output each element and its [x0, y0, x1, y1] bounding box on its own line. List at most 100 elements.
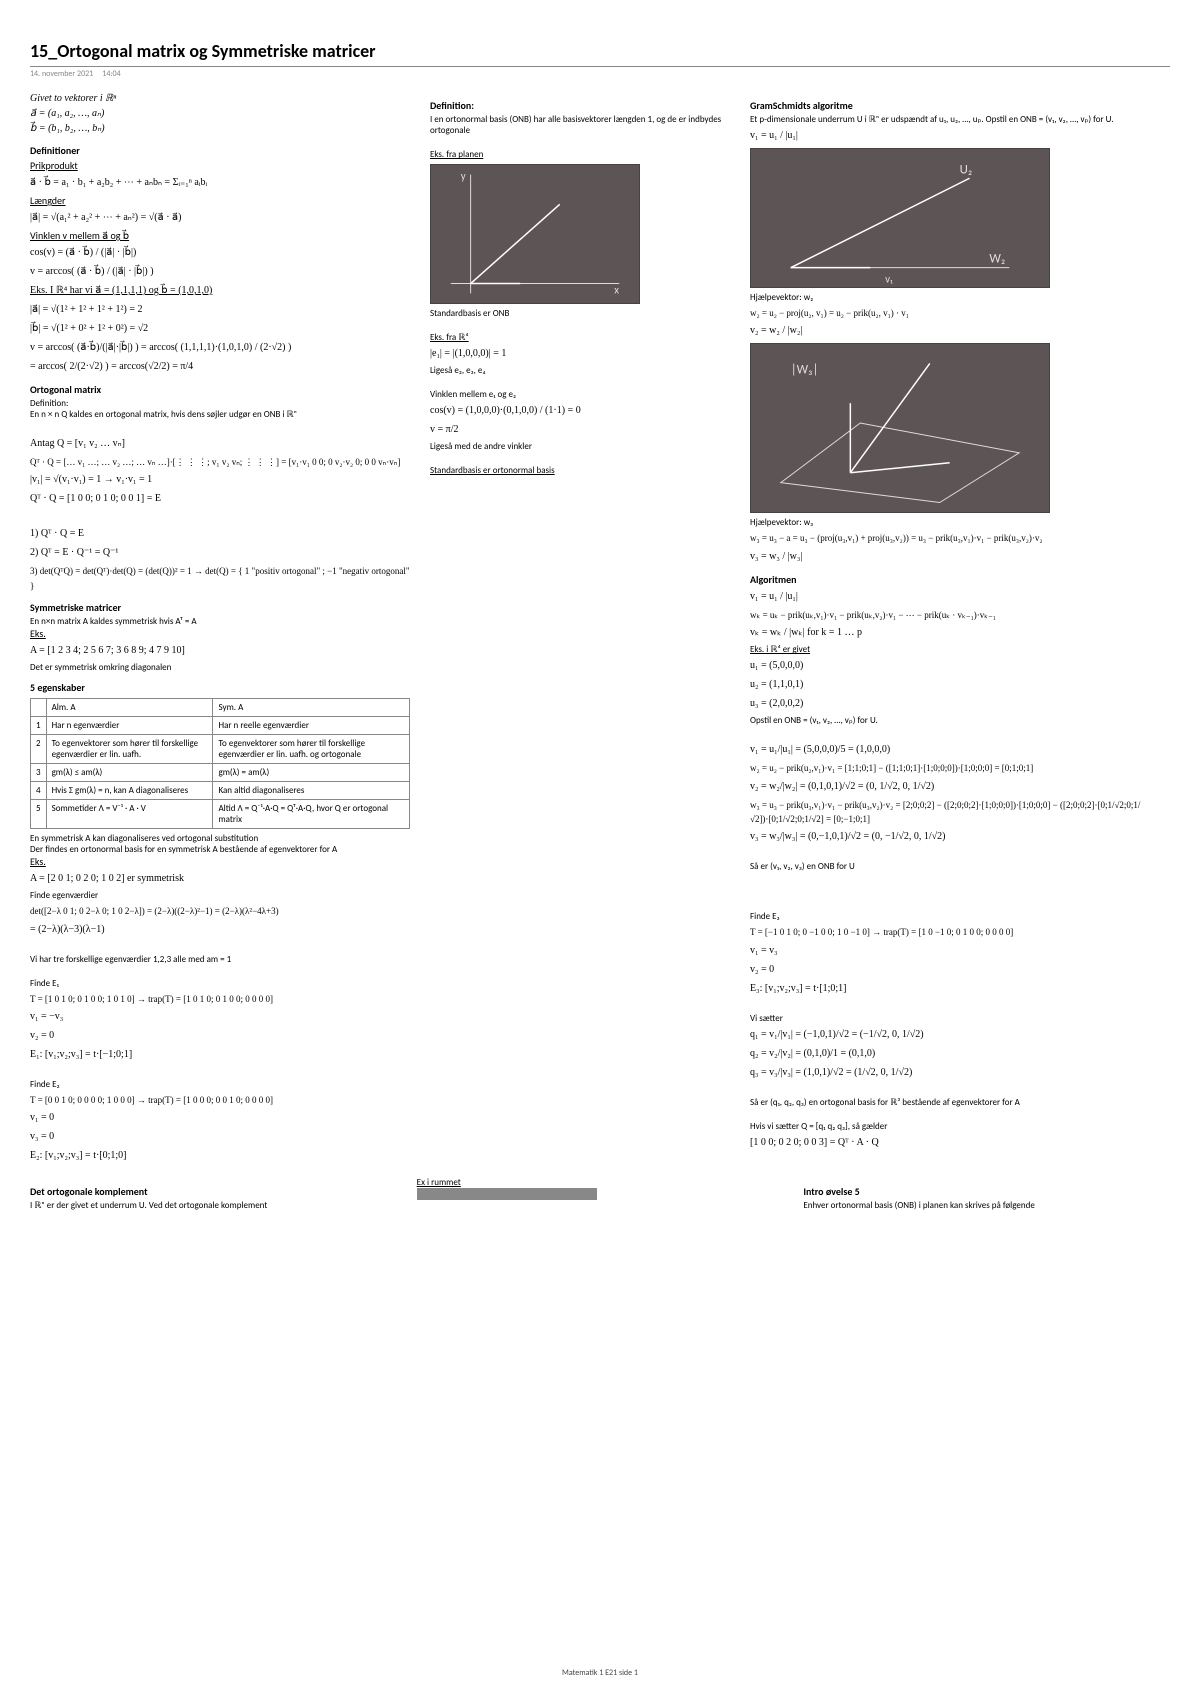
E2: E₂: [v₁;v₂;v₃] = t·[0;1;0] — [30, 1148, 410, 1164]
prop1: 1) Qᵀ · Q = E — [30, 526, 410, 542]
find-e2: Finde E₂ — [30, 1079, 410, 1090]
prop3: 3) det(QᵀQ) = det(Qᵀ)·det(Q) = (det(Q))²… — [30, 564, 410, 593]
w2: w₂ = u₂ − proj(u₂, v₁) = u₂ − prik(u₂, v… — [750, 306, 1150, 320]
eks-r4-h: Eks. i ℝ⁴ er givet — [750, 644, 1150, 655]
hj-w2: Hjælpevektor: w₂ — [750, 292, 1150, 303]
v3e2: v₃ = 0 — [30, 1129, 410, 1145]
find-e3: Finde E₃ — [750, 911, 1150, 922]
svg-text:W₂: W₂ — [989, 252, 1005, 267]
sym-sub: En symmetrisk A kan diagonaliseres ved o… — [30, 833, 410, 844]
intro5-h: Intro øvelse 5 — [803, 1185, 1170, 1198]
r5b: Altid Λ = Q⁻¹·A·Q = Qᵀ·A·Q, hvor Q er or… — [213, 800, 410, 829]
std-onb: Standardbasis er ONB — [430, 308, 730, 319]
svg-text:|W₃|: |W₃| — [791, 363, 819, 378]
cos-eq: cos(v) = (a⃗ · b⃗) / (|a⃗| · |b⃗|) — [30, 245, 410, 261]
orthogonal-matrix-header: Ortogonal matrix — [30, 383, 410, 396]
svg-text:x: x — [614, 283, 619, 296]
column-left: Givet to vektorer i ℝⁿ a⃗ = (a₁, a₂, …, … — [30, 91, 410, 1167]
alg-vk: vₖ = wₖ / |wₖ| for k = 1 … p — [750, 625, 1150, 641]
E3: E₃: [v₁;v₂;v₃] = t·[1;0;1] — [750, 981, 1150, 997]
orto-def-text: En n × n Q kaldes en ortogonal matrix, h… — [30, 409, 410, 420]
example-r4: Eks. I ℝ⁴ har vi a⃗ = (1,1,1,1) og b⃗ = … — [30, 283, 410, 299]
lengths-eq: |a⃗| = √(a₁² + a₂² + ⋯ + aₙ²) = √(a⃗ · a… — [30, 210, 410, 226]
vinklen2: Vinklen mellem e₁ og e₂ — [430, 389, 730, 400]
vec-b: b⃗ = (b₁, b₂, …, bₙ) — [30, 121, 410, 136]
lengths-label: Længder — [30, 194, 410, 207]
T3: T = [−1 0 1 0; 0 −1 0 0; 1 0 −1 0] → tra… — [750, 925, 1150, 939]
v1e3: v₁ = v₃ — [750, 943, 1150, 959]
v2: v₂ = w₂ / |w₂| — [750, 323, 1150, 339]
page-meta: 14. november 2021 14:04 — [30, 69, 1170, 79]
q1: q₁ = v₁/|v₁| = (−1,0,1)/√2 = (−1/√2, 0, … — [750, 1027, 1150, 1043]
content-columns: Givet to vektorer i ℝⁿ a⃗ = (a₁, a₂, …, … — [30, 91, 1170, 1167]
column-right: GramSchmidts algoritme Et p-dimensionale… — [750, 91, 1150, 1167]
hvis: Hvis vi sætter Q = [q₁ q₂ q₃], så gælder — [750, 1121, 1150, 1132]
alg-v1: v₁ = u₁ / |u₁| — [750, 589, 1150, 605]
cos2: cos(v) = (1,0,0,0)·(0,1,0,0) / (1·1) = 0 — [430, 403, 730, 419]
v2e3: v₂ = 0 — [750, 962, 1150, 978]
r1a: Har n egenværdier — [46, 717, 213, 735]
orto-komp-h: Det ortogonale komplement — [30, 1185, 397, 1198]
three-eigen: Vi har tre forskellige egenværdier 1,2,3… — [30, 954, 410, 965]
E1: E₁: [v₁;v₂;v₃] = t·[−1;0;1] — [30, 1047, 410, 1063]
matrix-a: A = [1 2 3 4; 2 5 6 7; 3 6 8 9; 4 7 9 10… — [30, 643, 410, 659]
qte: Qᵀ · Q = [1 0 0; 0 1 0; 0 0 1] = E — [30, 491, 410, 507]
norm-b: |b⃗| = √(1² + 0² + 1² + 0²) = √2 — [30, 321, 410, 337]
v1e2: v₁ = 0 — [30, 1110, 410, 1126]
th-sym: Sym. A — [213, 699, 410, 717]
assume-q: Antag Q = [v₁ v₂ … vₙ] — [30, 436, 410, 452]
sym-diag: Det er symmetrisk omkring diagonalen — [30, 662, 410, 673]
v2calc: v₂ = w₂/|w₂| = (0,1,0,1)/√2 = (0, 1/√2, … — [750, 779, 1150, 795]
w2calc: w₂ = u₂ − prik(u₂,v₁)·v₁ = [1;1;0;1] − (… — [750, 761, 1150, 775]
ligesa2: Ligeså med de andre vinkler — [430, 441, 730, 452]
matrix-a2: A = [2 0 1; 0 2 0; 1 0 2] er symmetrisk — [30, 871, 410, 887]
svg-text:U₂: U₂ — [960, 162, 973, 177]
r1b: Har n reelle egenværdier — [213, 717, 410, 735]
r4a: Hvis Σ gm(λ) = n, kan A diagonaliseres — [46, 782, 213, 800]
v2e1: v₂ = 0 — [30, 1028, 410, 1044]
bottom-middle: Ex i rummet — [417, 1177, 784, 1211]
det-eq2: = (2−λ)(λ−3)(λ−1) — [30, 922, 410, 938]
given-vectors: Givet to vektorer i ℝⁿ — [30, 91, 410, 106]
def-text: I en ortonormal basis (ONB) har alle bas… — [430, 114, 730, 136]
dotproduct-label: Prikprodukt — [30, 159, 410, 172]
q2: q₂ = v₂/|v₂| = (0,1,0)/1 = (0,1,0) — [750, 1046, 1150, 1062]
sym-def: En n×n matrix A kaldes symmetrisk hvis A… — [30, 616, 410, 627]
T1: T = [1 0 1 0; 0 1 0 0; 1 0 1 0] → trap(T… — [30, 992, 410, 1006]
v1: v₁ = u₁ / |u₁| — [750, 128, 1150, 144]
dotproduct-eq: a⃗ · b⃗ = a₁ · b₁ + a₂b₂ + ⋯ + aₙbₙ = Σᵢ… — [30, 175, 410, 191]
bottom-right: Intro øvelse 5 Enhver ortonormal basis (… — [803, 1177, 1170, 1211]
u1: u₁ = (5,0,0,0) — [750, 658, 1150, 674]
gs-def: Et p-dimensionale underrum U i ℝⁿ er uds… — [750, 114, 1150, 125]
T2: T = [0 0 1 0; 0 0 0 0; 1 0 0 0] → trap(T… — [30, 1093, 410, 1107]
r2a: To egenvektorer som hører til forskellig… — [46, 735, 213, 764]
ligesa: Ligeså e₂, e₃, e₄ — [430, 365, 730, 376]
bottom-left: Det ortogonale komplement I ℝⁿ er der gi… — [30, 1177, 397, 1211]
eks2: Eks. — [30, 855, 410, 868]
find-eigen: Finde egenværdier — [30, 890, 410, 901]
v-eq: v = arccos( (a⃗ · b⃗) / (|a⃗| · |b⃗|) ) — [30, 264, 410, 280]
sa-q: Så er (q₁, q₂, q₃) en ortogonal basis fo… — [750, 1097, 1150, 1108]
gs-figure-2: |W₃| — [750, 343, 1050, 513]
eks-plan: Eks. fra planen — [430, 149, 730, 160]
orto-def-label: Definition: — [30, 398, 410, 409]
r4b: Kan altid diagonaliseres — [213, 782, 410, 800]
page-footer: Matematik 1 E21 side 1 — [0, 1668, 1200, 1678]
symmetric-header: Symmetriske matricer — [30, 601, 410, 614]
plane-figure: x y — [430, 164, 640, 304]
th-alm: Alm. A — [46, 699, 213, 717]
std-orto: Standardbasis er ortonormal basis — [430, 465, 730, 476]
intro5: Enhver ortonormal basis (ONB) i planen k… — [803, 1200, 1170, 1211]
r3b: gm(λ) = am(λ) — [213, 764, 410, 782]
orto-komp: I ℝⁿ er der givet et underrum U. Ved det… — [30, 1200, 397, 1211]
w3: w₃ = u₃ − a = u₃ − (proj(u₃,v₁) + proj(u… — [750, 531, 1150, 545]
vi-saetter: Vi sætter — [750, 1013, 1150, 1024]
ex-rum: Ex i rummet — [417, 1177, 784, 1188]
vec-a: a⃗ = (a₁, a₂, …, aₙ) — [30, 106, 410, 121]
final: [1 0 0; 0 2 0; 0 0 3] = Qᵀ · A · Q — [750, 1135, 1150, 1151]
r3a: gm(λ) ≤ am(λ) — [46, 764, 213, 782]
bottom-row: Det ortogonale komplement I ℝⁿ er der gi… — [30, 1177, 1170, 1211]
vpi2: v = π/2 — [430, 422, 730, 438]
prop2: 2) Qᵀ = E · Q⁻¹ = Q⁻¹ — [30, 545, 410, 561]
u2: u₂ = (1,1,0,1) — [750, 677, 1150, 693]
